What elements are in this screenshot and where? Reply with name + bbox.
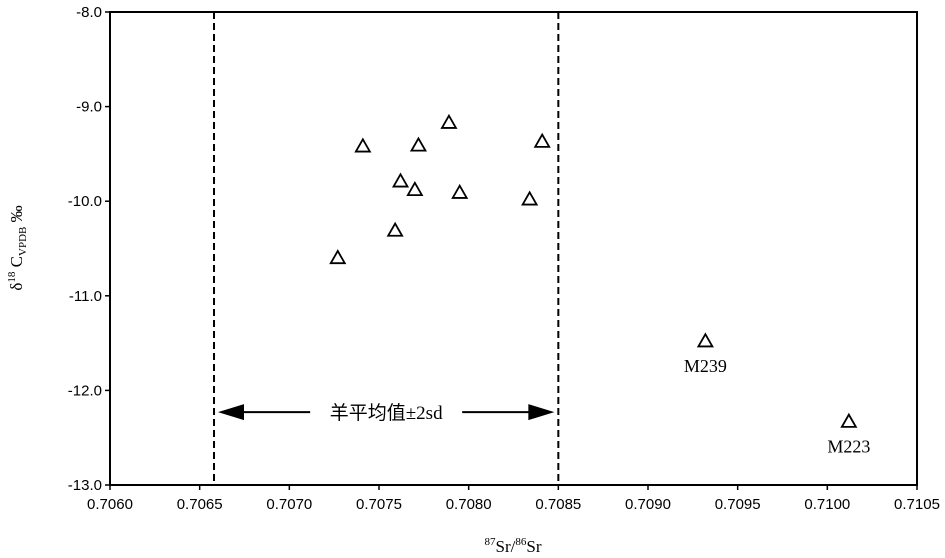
point-label: M239	[684, 356, 727, 376]
data-points: M239 M223	[329, 113, 870, 457]
y-tick-label: -12.0	[68, 382, 102, 399]
x-tick-label: 0.7085	[535, 496, 581, 513]
triangle-data-point	[533, 132, 551, 148]
y-tick-label: -9.0	[76, 99, 102, 116]
x-tick-label: 0.7105	[894, 496, 940, 513]
triangle-data-point	[521, 190, 539, 206]
triangle-data-point	[406, 181, 424, 196]
arrowhead-left	[218, 404, 245, 421]
x-axis-title: 87Sr/86Sr	[485, 536, 542, 556]
x-tick-label: 0.7060	[87, 496, 133, 513]
x-tick-label: 0.7080	[446, 496, 492, 513]
x-tick-label: 0.7100	[804, 496, 850, 513]
y-tick-label: -8.0	[76, 4, 102, 21]
triangle-data-point	[386, 221, 404, 237]
triangle-data-point	[696, 332, 714, 348]
x-tick-label: 0.7065	[177, 496, 223, 513]
plot-area	[109, 11, 918, 486]
x-tick-label: 0.7090	[625, 496, 671, 513]
range-annotation-label: 羊平均值±2sd	[330, 402, 443, 424]
arrowhead-right	[528, 404, 555, 421]
y-tick-label: -13.0	[68, 477, 102, 494]
triangle-data-point	[451, 183, 469, 199]
triangle-data-point	[354, 137, 372, 153]
y-axis-ticks: -8.0 -9.0 -10.0 -11.0 -12.0 -13.0	[68, 4, 110, 494]
range-annotation: 羊平均值±2sd	[218, 402, 555, 424]
x-tick-label: 0.7075	[356, 496, 402, 513]
y-tick-label: -11.0	[69, 288, 102, 305]
y-tick-label: -10.0	[68, 193, 102, 210]
reference-lines	[213, 12, 560, 485]
triangle-data-point	[840, 412, 858, 428]
point-label: M223	[827, 437, 870, 457]
x-axis-ticks: 0.7060 0.7065 0.7070 0.7075 0.7080 0.7085 0.70…	[87, 485, 940, 513]
triangle-data-point	[440, 113, 458, 129]
triangle-data-point	[329, 249, 347, 265]
triangle-data-point	[391, 172, 410, 188]
x-tick-label: 0.7095	[715, 496, 761, 513]
x-tick-label: 0.7070	[266, 496, 312, 513]
triangle-data-point	[409, 136, 428, 152]
y-axis-title: δ18 CVPDB ‰	[6, 205, 29, 290]
